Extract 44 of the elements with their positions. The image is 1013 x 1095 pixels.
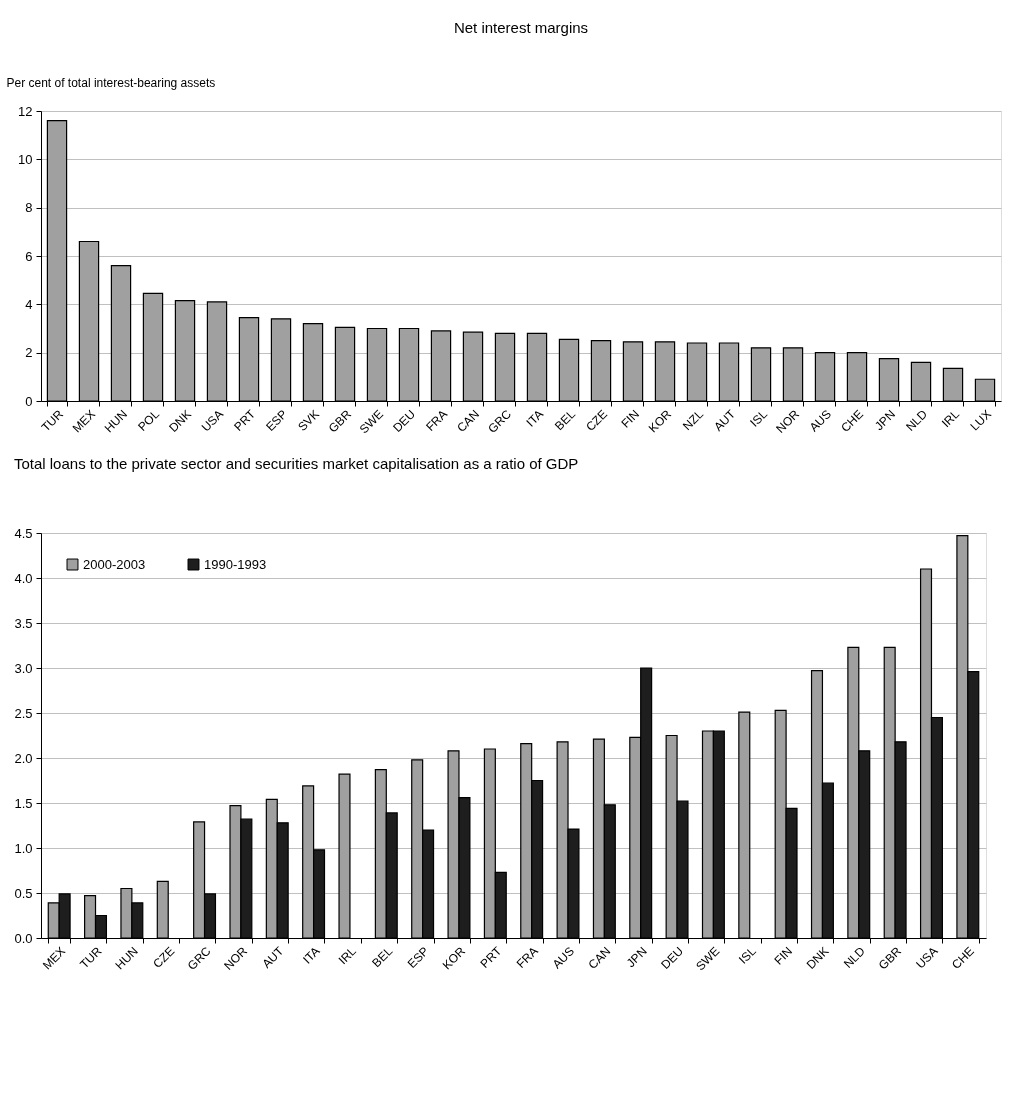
y-tick-label: 8 — [25, 200, 33, 216]
y-tick-label: 4.5 — [14, 525, 33, 541]
y-tick-label: 2 — [25, 345, 33, 361]
x-tick-label: TUR — [38, 406, 67, 435]
x-tick-label: NLD — [840, 943, 868, 971]
y-axis-title: Per cent of total interest-bearing assets — [6, 75, 216, 90]
y-tick-label: 12 — [18, 103, 33, 119]
y-tick-label: 3.5 — [14, 615, 33, 631]
y-tick-label: 4 — [25, 296, 33, 312]
x-tick-label: IRL — [938, 406, 963, 431]
y-tick-label: 2.0 — [14, 750, 33, 766]
y-tick-label: 0.5 — [14, 885, 33, 901]
x-tick-label: ITA — [300, 944, 323, 967]
legend-label: 2000-2003 — [83, 556, 146, 572]
x-tick-label: ISL — [747, 406, 771, 430]
legend-label: 1990-1993 — [204, 556, 267, 572]
x-tick-label: FRA — [513, 944, 541, 971]
y-tick-label: 10 — [18, 151, 33, 167]
x-tick-label: USA — [198, 407, 226, 435]
y-tick-label: 2.5 — [14, 705, 33, 721]
x-tick-label: NZL — [680, 406, 707, 434]
y-tick-label: 3.0 — [14, 660, 33, 676]
x-tick-label: FRA — [423, 407, 450, 434]
x-tick-label: USA — [913, 944, 941, 972]
y-tick-label: 0.0 — [14, 930, 33, 946]
x-tick-label: ITA — [523, 407, 546, 430]
y-tick-label: 1.5 — [14, 795, 33, 811]
x-tick-label: BEL — [369, 943, 396, 971]
y-tick-label: 6 — [25, 248, 33, 264]
y-tick-label: 0 — [25, 393, 33, 409]
x-tick-label: BEL — [552, 406, 579, 434]
chart-title: Total loans to the private sector and securities market capitalisation as a ratio of GDP — [13, 455, 579, 472]
x-tick-label: JPN — [623, 944, 650, 971]
y-tick-label: 4.0 — [14, 570, 33, 586]
y-tick-label: 1.0 — [14, 840, 33, 856]
x-tick-label: TUR — [77, 943, 105, 972]
x-tick-label: POL — [135, 406, 163, 434]
x-tick-label: FIN — [771, 944, 796, 968]
x-tick-label: IRL — [335, 943, 360, 968]
x-tick-label: NLD — [903, 406, 931, 434]
chart-title: Net interest margins — [453, 19, 589, 36]
x-tick-label: JPN — [872, 407, 898, 434]
x-tick-label: ISL — [736, 943, 759, 967]
x-tick-label: FIN — [618, 407, 642, 431]
